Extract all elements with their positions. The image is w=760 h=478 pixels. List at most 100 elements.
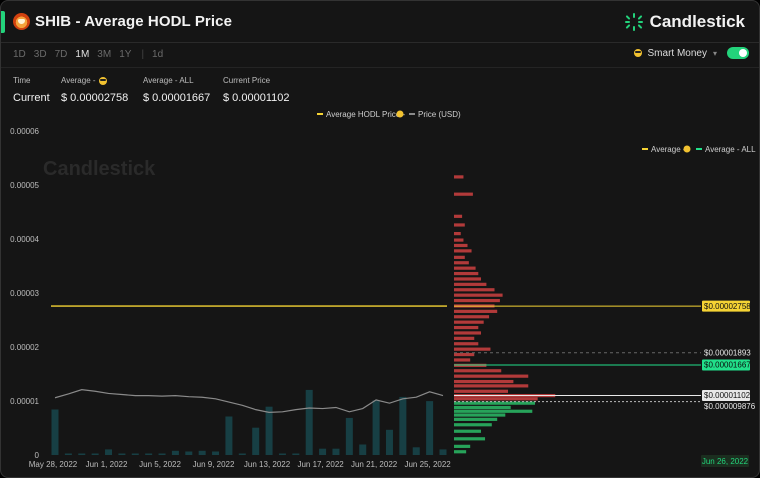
tag-low-text: $0.000009876 — [704, 402, 756, 411]
volume-profile-bar — [454, 389, 508, 393]
smart-money-toggle[interactable] — [727, 47, 749, 59]
volume-bar — [359, 444, 367, 455]
tag-current: $0.00001102 — [702, 389, 751, 401]
stat-time-value: Current — [13, 92, 50, 104]
y-axis: 0 0.00001 0.00002 0.00003 0.00004 0.0000… — [10, 127, 39, 460]
x-tick-label: Jun 17, 2022 — [297, 460, 344, 469]
tag-avg-smart-text: $0.00002758 — [704, 302, 751, 311]
volume-profile-bar — [454, 238, 464, 242]
y-tick-label: 0.00004 — [10, 235, 39, 244]
volume-profile-bar — [454, 379, 514, 384]
volume-profile-bar — [454, 374, 529, 378]
volume-bar — [265, 406, 273, 455]
range-tab-7d[interactable]: 7D — [54, 49, 68, 60]
volume-bar — [225, 416, 233, 455]
volume-profile-bar — [454, 232, 461, 236]
stat-avg-smart-label: Average - — [61, 76, 96, 85]
volume-profile-bar — [454, 315, 490, 319]
volume-bar — [399, 396, 407, 455]
x-tick-label: Jun 13, 2022 — [244, 460, 291, 469]
y-tick-label: 0.00006 — [10, 127, 39, 136]
right-legend: Average - Average - ALL — [642, 145, 756, 154]
date-tag: Jun 26, 2022 — [701, 455, 749, 467]
tag-avg-all: $0.00001667 — [702, 359, 751, 371]
volume-profile-bar — [454, 401, 535, 405]
volume-profile-bar — [454, 358, 471, 362]
shib-coin-icon — [13, 13, 30, 30]
volume-profile-bar — [454, 405, 511, 410]
brand-logo[interactable]: Candlestick — [624, 11, 745, 33]
range-tab-1d[interactable]: 1D — [13, 49, 26, 60]
price-line — [54, 389, 444, 413]
x-tick-label: Jun 5, 2022 — [139, 460, 181, 469]
volume-profile-bar — [454, 214, 463, 218]
tag-avg-all-bg — [702, 359, 750, 371]
range-tab-1y[interactable]: 1Y — [119, 49, 132, 60]
range-tab-1m[interactable]: 1M — [75, 49, 90, 60]
price-tags: $0.00002758 $0.00001893 $0.00001667 $0.0… — [702, 300, 756, 412]
volume-profile-bar — [454, 444, 471, 448]
tag-ref-text: $0.00001893 — [704, 348, 751, 357]
volume-bar — [198, 450, 206, 455]
range-tab-3d[interactable]: 3D — [33, 49, 47, 60]
volume-profile-bar — [454, 266, 476, 270]
interval-selector[interactable]: 1d — [152, 49, 164, 60]
volume-profile-bar — [454, 384, 529, 388]
volume-profile-bar — [454, 450, 467, 454]
volume-bars — [51, 389, 447, 455]
chart-area: Candlestick Average HODL Price - Price (… — [1, 109, 759, 477]
range-tab-3m[interactable]: 3M — [97, 49, 112, 60]
volume-bar — [385, 429, 393, 455]
volume-profile-bar — [454, 336, 475, 340]
chevron-down-icon[interactable]: ▾ — [712, 48, 717, 58]
tag-low: $0.000009876 — [702, 400, 756, 412]
volume-profile-bar — [454, 255, 465, 259]
hodl-price-chart: Candlestick Average HODL Price - Price (… — [10, 110, 756, 469]
stat-current-value: $ 0.00001102 — [223, 92, 290, 104]
volume-profile-bar — [454, 423, 492, 427]
stat-current: Current Price $ 0.00001102 — [223, 76, 289, 104]
tag-avg-smart-bg — [702, 300, 750, 312]
volume-profile-bar — [454, 409, 533, 413]
range-divider: | — [141, 49, 145, 60]
volume-profile-bar — [454, 277, 481, 281]
volume-bar — [439, 449, 447, 455]
volume-profile-bar — [454, 282, 487, 286]
volume-bar — [238, 453, 246, 455]
accent-bar — [1, 11, 5, 33]
smart-money-control[interactable]: Smart Money ▾ — [633, 47, 749, 59]
volume-profile-bar — [454, 352, 475, 357]
volume-profile-bar — [454, 347, 491, 351]
volume-profile-bar — [454, 298, 500, 303]
volume-profile-bar — [454, 331, 481, 335]
volume-bar — [426, 401, 434, 455]
range-tabs: 1D 3D 7D 1M 3M 1Y | 1d — [13, 49, 171, 60]
toolbar: 1D 3D 7D 1M 3M 1Y | 1d Smart Money ▾ — [1, 43, 759, 67]
x-axis: May 28, 2022 Jun 1, 2022 Jun 5, 2022 Jun… — [29, 460, 452, 469]
volume-profile-bar — [454, 192, 473, 196]
stat-avg-all-label: Average - ALL — [143, 76, 194, 85]
volume-bar — [319, 448, 327, 455]
tag-avg-smart: $0.00002758 — [702, 300, 751, 312]
tag-avg-all-text: $0.00001667 — [704, 361, 751, 370]
volume-profile-bar — [454, 249, 472, 253]
y-tick-label: 0.00003 — [10, 289, 39, 298]
tag-current-bg — [702, 389, 750, 401]
legend-avg-all-label: Average - ALL — [705, 145, 756, 154]
volume-bar — [305, 389, 313, 455]
volume-profile — [454, 175, 556, 454]
volume-profile-bar — [454, 288, 495, 292]
watermark: Candlestick — [43, 158, 156, 180]
stat-avg-smart-value: $ 0.00002758 — [61, 92, 129, 104]
brand-name: Candlestick — [649, 12, 745, 31]
tag-low-bg — [702, 400, 754, 412]
stat-avg-all-value: $ 0.00001667 — [143, 92, 211, 104]
stat-time-label: Time — [13, 76, 31, 85]
volume-bar — [252, 427, 260, 455]
series-lines — [51, 305, 701, 413]
volume-profile-bar — [454, 417, 498, 421]
volume-bar — [372, 400, 380, 455]
sunglasses-emoji-icon — [633, 49, 642, 57]
volume-profile-bar — [454, 429, 481, 433]
volume-bar — [118, 453, 126, 455]
